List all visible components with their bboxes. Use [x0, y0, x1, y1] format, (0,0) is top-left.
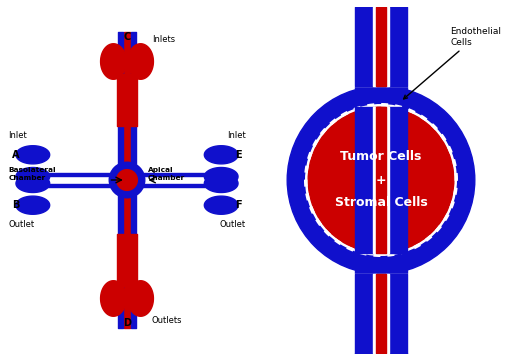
- Polygon shape: [101, 281, 126, 316]
- Polygon shape: [204, 196, 238, 214]
- Polygon shape: [128, 44, 153, 79]
- Text: A: A: [12, 150, 20, 160]
- Text: Inlets: Inlets: [152, 35, 175, 44]
- Text: Inlet: Inlet: [227, 131, 245, 140]
- Polygon shape: [101, 44, 126, 79]
- Text: Outlet: Outlet: [9, 220, 35, 229]
- Polygon shape: [204, 146, 238, 164]
- Text: F: F: [235, 200, 241, 210]
- Text: D: D: [123, 318, 131, 328]
- Text: Inlet: Inlet: [9, 131, 27, 140]
- Text: Endothelial
Cells: Endothelial Cells: [404, 27, 501, 99]
- Text: E: E: [235, 150, 241, 160]
- Text: Basolateral
Chamber: Basolateral Chamber: [9, 167, 56, 181]
- Polygon shape: [258, 274, 504, 353]
- Circle shape: [117, 170, 137, 190]
- Text: Tumor Cells
+
Stromal Cells: Tumor Cells + Stromal Cells: [335, 150, 427, 210]
- Text: Outlet: Outlet: [219, 220, 245, 229]
- Text: C: C: [123, 32, 131, 42]
- Polygon shape: [16, 174, 50, 193]
- Polygon shape: [204, 167, 238, 186]
- Bar: [373, 7, 375, 353]
- Polygon shape: [204, 174, 238, 193]
- Text: Outlets: Outlets: [152, 316, 182, 325]
- Bar: [389, 7, 407, 353]
- Text: Apical
Chamber: Apical Chamber: [148, 167, 185, 181]
- Polygon shape: [16, 146, 50, 164]
- Polygon shape: [16, 196, 50, 214]
- Bar: [387, 7, 389, 353]
- Circle shape: [287, 86, 475, 274]
- Bar: [355, 7, 373, 353]
- Polygon shape: [16, 167, 50, 186]
- Circle shape: [306, 105, 456, 255]
- Circle shape: [308, 107, 454, 253]
- Text: B: B: [12, 200, 20, 210]
- Polygon shape: [258, 7, 504, 86]
- Circle shape: [109, 162, 145, 198]
- Polygon shape: [128, 281, 153, 316]
